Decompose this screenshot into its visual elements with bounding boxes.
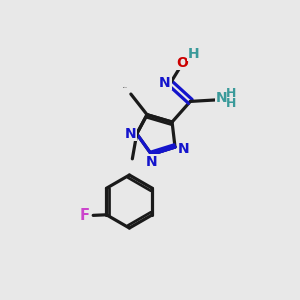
Text: N: N [124,127,136,141]
Text: methyl: methyl [123,87,128,88]
Text: N: N [159,76,171,90]
Text: O: O [177,56,189,70]
Text: H: H [226,97,237,110]
Text: N: N [178,142,189,155]
Text: N: N [146,155,157,169]
Text: H: H [188,47,200,61]
Text: H: H [226,87,237,100]
Text: F: F [80,208,90,223]
Text: N: N [215,91,227,105]
